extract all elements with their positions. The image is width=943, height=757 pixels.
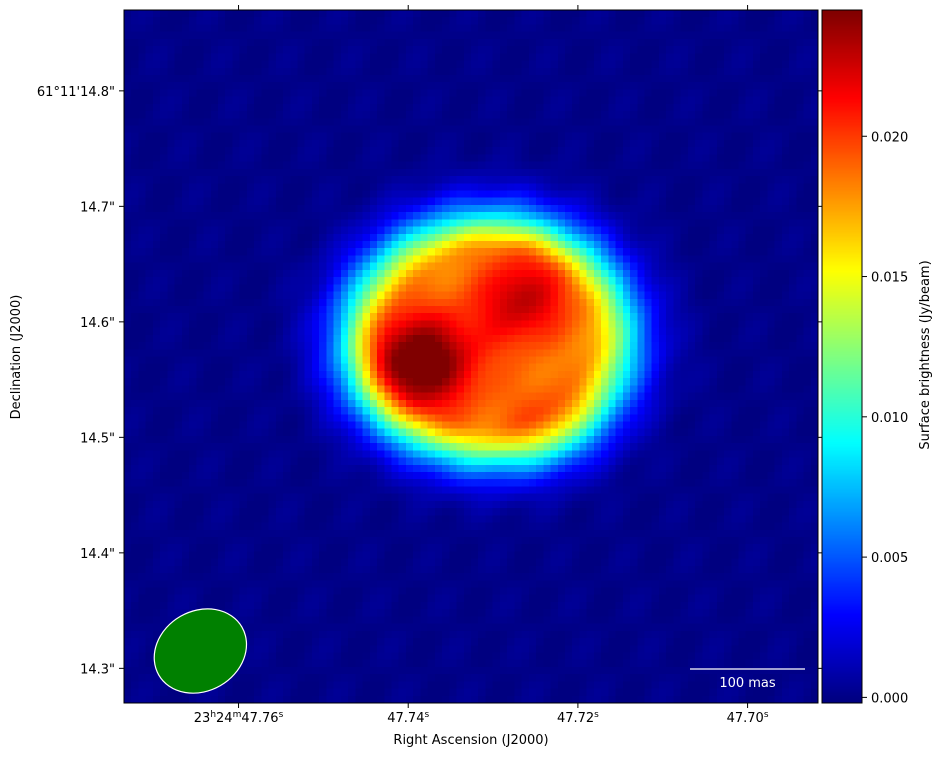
image-panel: 100 mas 23h24m47.76s 47.74s 47.72s 47.70s 6…: [37, 5, 823, 726]
x-axis-ticks: 23h24m47.76s 47.74s 47.72s 47.70s: [194, 5, 769, 726]
colorbar-tick-label: 0.015: [871, 271, 908, 286]
x-tick-label: 23h24m47.76s: [194, 710, 284, 726]
colorbar-tick-label: 0.000: [871, 691, 908, 706]
y-tick-label: 14.7": [80, 200, 115, 215]
beam-ellipse: [153, 608, 248, 694]
colorbar-frame: [821, 9, 863, 704]
y-tick-label: 14.3": [80, 662, 115, 677]
colorbar-tick-label: 0.005: [871, 551, 908, 566]
plot-frame: [123, 9, 819, 704]
x-tick-label: 47.72s: [557, 710, 599, 726]
x-axis-label: Right Ascension (J2000): [393, 733, 548, 748]
y-tick-label: 14.6": [80, 316, 115, 331]
x-tick-label: 47.74s: [387, 710, 429, 726]
colorbar-label: Surface brightness (Jy/beam): [918, 260, 933, 449]
colorbar-tick-label: 0.020: [871, 130, 908, 145]
colorbar-gradient: [822, 10, 862, 703]
colorbar-tick-label: 0.010: [871, 411, 908, 426]
y-axis-ticks: 61°11'14.8" 14.7" 14.6" 14.5" 14.4" 14.3": [37, 85, 823, 677]
scale-bar-label: 100 mas: [719, 676, 776, 691]
surface-brightness-map: [124, 10, 818, 703]
colorbar: 0.000 0.005 0.010 0.015 0.020 Surface bright…: [821, 9, 933, 706]
y-axis-label: Declination (J2000): [9, 295, 24, 420]
y-tick-label: 61°11'14.8": [37, 85, 115, 100]
x-tick-label: 47.70s: [727, 710, 769, 726]
y-tick-label: 14.4": [80, 547, 115, 562]
colorbar-ticks: 0.000 0.005 0.010 0.015 0.020: [862, 130, 908, 706]
y-tick-label: 14.5": [80, 431, 115, 446]
